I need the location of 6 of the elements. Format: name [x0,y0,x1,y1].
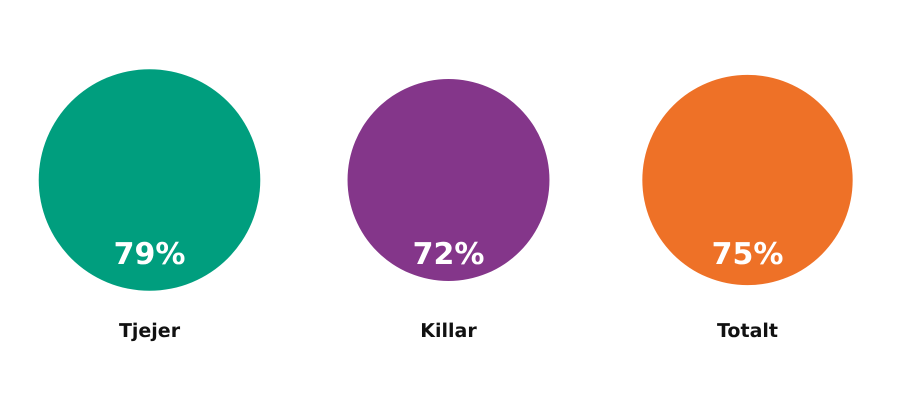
data-label: 75% [712,237,784,272]
data-label: 72% [412,237,484,272]
category-label: Totalt [717,320,778,342]
category-label: Tjejer [118,320,181,342]
category-label: Killar [420,320,478,342]
data-label: 79% [114,237,186,272]
